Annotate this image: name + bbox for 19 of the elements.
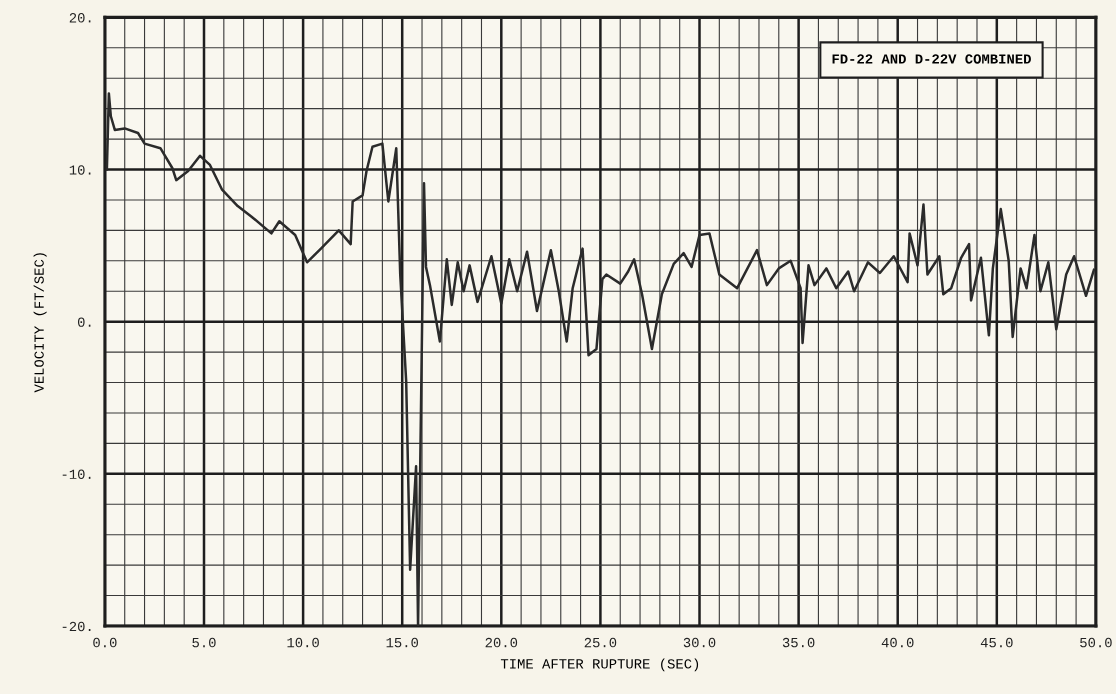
y-tick-label: -10.	[62, 469, 91, 479]
x-tick-label: 15.0	[386, 637, 419, 648]
x-tick-label: 45.0	[980, 637, 1013, 648]
annotation: FD-22 AND D-22V COMBINED	[832, 54, 1031, 64]
x-tick-label: 40.0	[881, 637, 914, 648]
y-tick-label: 0.	[77, 317, 91, 327]
x-tick-label: 50.0	[1080, 637, 1112, 648]
x-tick-label: 10.0	[287, 637, 319, 648]
x-tick-label: 5.0	[192, 637, 216, 648]
y-axis-title: VELOCITY (FT/SEC)	[33, 253, 47, 393]
y-tick-label: 20.	[69, 13, 91, 23]
y-tick-label: -20.	[62, 621, 91, 632]
y-tick-label: 10.	[69, 165, 91, 175]
x-tick-label: 0.0	[93, 637, 117, 648]
x-tick-label: 20.0	[485, 637, 518, 648]
x-tick-label: 35.0	[782, 637, 815, 648]
x-axis-title: TIME AFTER RUPTURE (SEC)	[500, 658, 699, 672]
x-tick-label: 30.0	[683, 637, 716, 648]
x-tick-label: 25.0	[584, 637, 617, 648]
